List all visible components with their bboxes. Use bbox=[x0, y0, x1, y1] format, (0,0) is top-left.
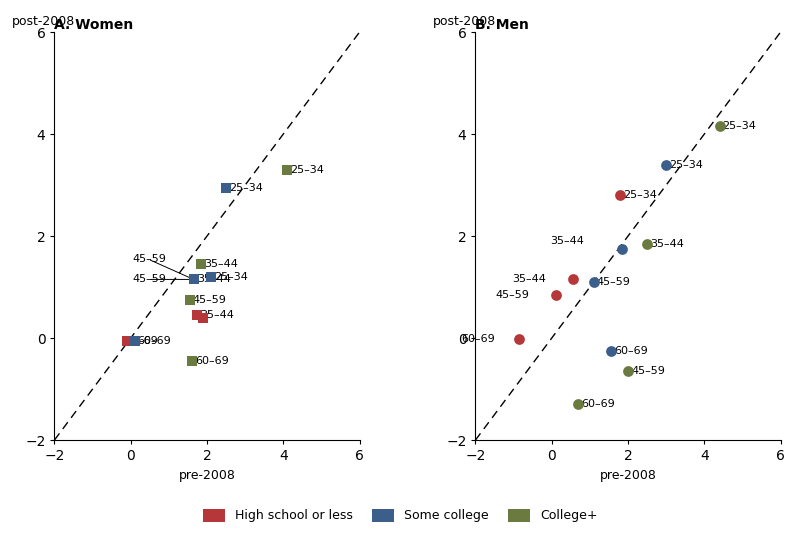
Point bbox=[195, 260, 208, 269]
Point bbox=[197, 313, 210, 322]
Text: 60–69: 60–69 bbox=[614, 346, 648, 356]
Text: 35–44: 35–44 bbox=[197, 274, 230, 285]
Text: 45–59: 45–59 bbox=[597, 277, 630, 287]
Text: 25–34: 25–34 bbox=[623, 190, 658, 200]
Text: 25–34: 25–34 bbox=[214, 272, 248, 282]
Text: 45–59: 45–59 bbox=[631, 366, 665, 376]
Text: 45–59: 45–59 bbox=[133, 254, 166, 264]
Legend: High school or less, Some college, College+: High school or less, Some college, Colle… bbox=[202, 509, 598, 522]
Point bbox=[572, 400, 585, 409]
Point bbox=[186, 357, 198, 365]
Text: 35–44: 35–44 bbox=[201, 310, 234, 320]
Point bbox=[660, 160, 673, 169]
Text: 45–59: 45–59 bbox=[133, 274, 166, 285]
Text: 45–59: 45–59 bbox=[193, 295, 226, 305]
Point bbox=[187, 275, 200, 284]
Text: 60–69: 60–69 bbox=[582, 399, 615, 410]
Point bbox=[121, 336, 134, 345]
Point bbox=[605, 347, 618, 355]
Point bbox=[549, 290, 562, 299]
Text: post-2008: post-2008 bbox=[12, 15, 75, 28]
Point bbox=[616, 245, 629, 253]
Text: 35–44: 35–44 bbox=[550, 236, 584, 246]
Text: 60–69: 60–69 bbox=[138, 335, 171, 345]
Point bbox=[513, 335, 526, 343]
Point bbox=[220, 183, 233, 192]
Text: 45–59: 45–59 bbox=[495, 290, 529, 300]
X-axis label: pre-2008: pre-2008 bbox=[599, 469, 657, 482]
Point bbox=[281, 166, 294, 174]
Point bbox=[566, 275, 579, 284]
Text: A. Women: A. Women bbox=[54, 18, 134, 32]
Text: 25–34: 25–34 bbox=[722, 121, 757, 131]
X-axis label: pre-2008: pre-2008 bbox=[178, 469, 235, 482]
Point bbox=[187, 275, 200, 284]
Text: 35–44: 35–44 bbox=[512, 274, 546, 285]
Point bbox=[128, 336, 141, 345]
Text: post-2008: post-2008 bbox=[433, 15, 496, 28]
Point bbox=[614, 191, 626, 200]
Text: 25–34: 25–34 bbox=[290, 165, 324, 175]
Point bbox=[641, 239, 654, 248]
Text: 25–34: 25–34 bbox=[670, 160, 703, 170]
Text: B. Men: B. Men bbox=[475, 18, 530, 32]
Point bbox=[205, 272, 218, 281]
Point bbox=[183, 295, 196, 304]
Point bbox=[587, 278, 600, 286]
Text: 60–69: 60–69 bbox=[124, 335, 158, 345]
Point bbox=[622, 367, 634, 375]
Text: 35–44: 35–44 bbox=[650, 239, 684, 249]
Point bbox=[713, 122, 726, 131]
Point bbox=[191, 311, 204, 319]
Text: 25–34: 25–34 bbox=[229, 183, 263, 193]
Text: 35–44: 35–44 bbox=[204, 259, 238, 269]
Text: 60–69: 60–69 bbox=[461, 334, 494, 344]
Text: 60–69: 60–69 bbox=[194, 356, 229, 366]
